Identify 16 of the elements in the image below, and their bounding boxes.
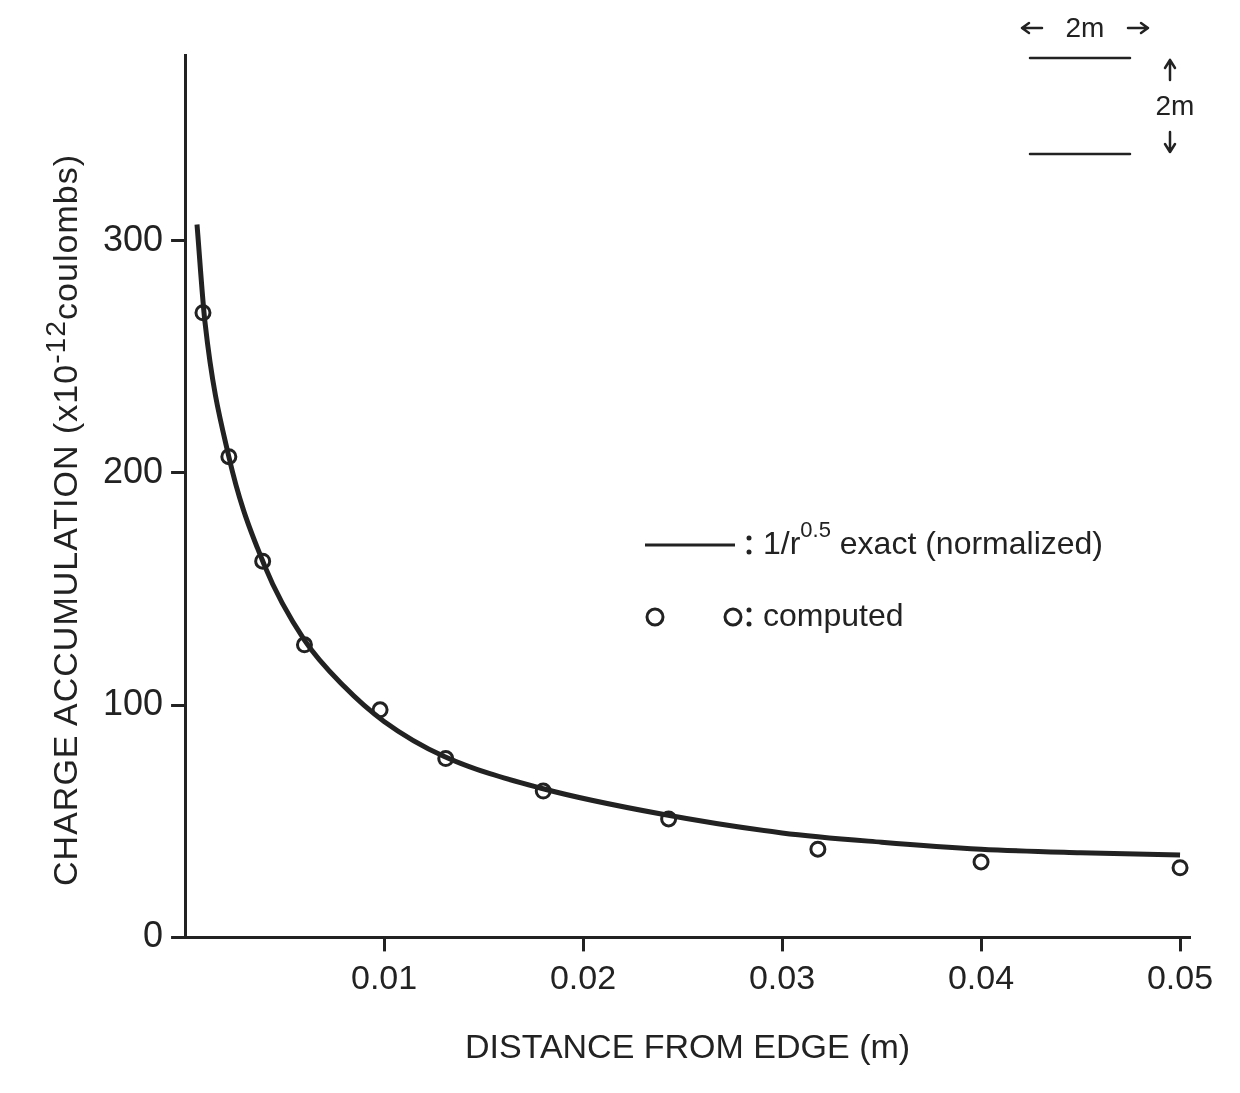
y-tick-label: 100	[102, 682, 164, 724]
x-tick-label: 0.05	[1146, 958, 1214, 997]
x-tick-label: 0.03	[748, 958, 816, 997]
legend-label: computed	[763, 596, 904, 633]
y-tick-label: 0	[143, 914, 164, 956]
x-axis-title: DISTANCE FROM EDGE (m)	[464, 1026, 911, 1065]
point	[809, 840, 827, 858]
x-tick-label: 0.01	[350, 958, 418, 997]
y-tick-label: 300	[102, 217, 164, 259]
point	[972, 853, 990, 871]
x-tick-label: 0.02	[549, 958, 617, 997]
annotation: 2m	[1155, 90, 1195, 121]
text: 2m	[1065, 12, 1105, 43]
x-tick-label: 0.04	[947, 958, 1015, 997]
y-tick-label: 200	[102, 449, 164, 491]
point	[1171, 859, 1189, 877]
